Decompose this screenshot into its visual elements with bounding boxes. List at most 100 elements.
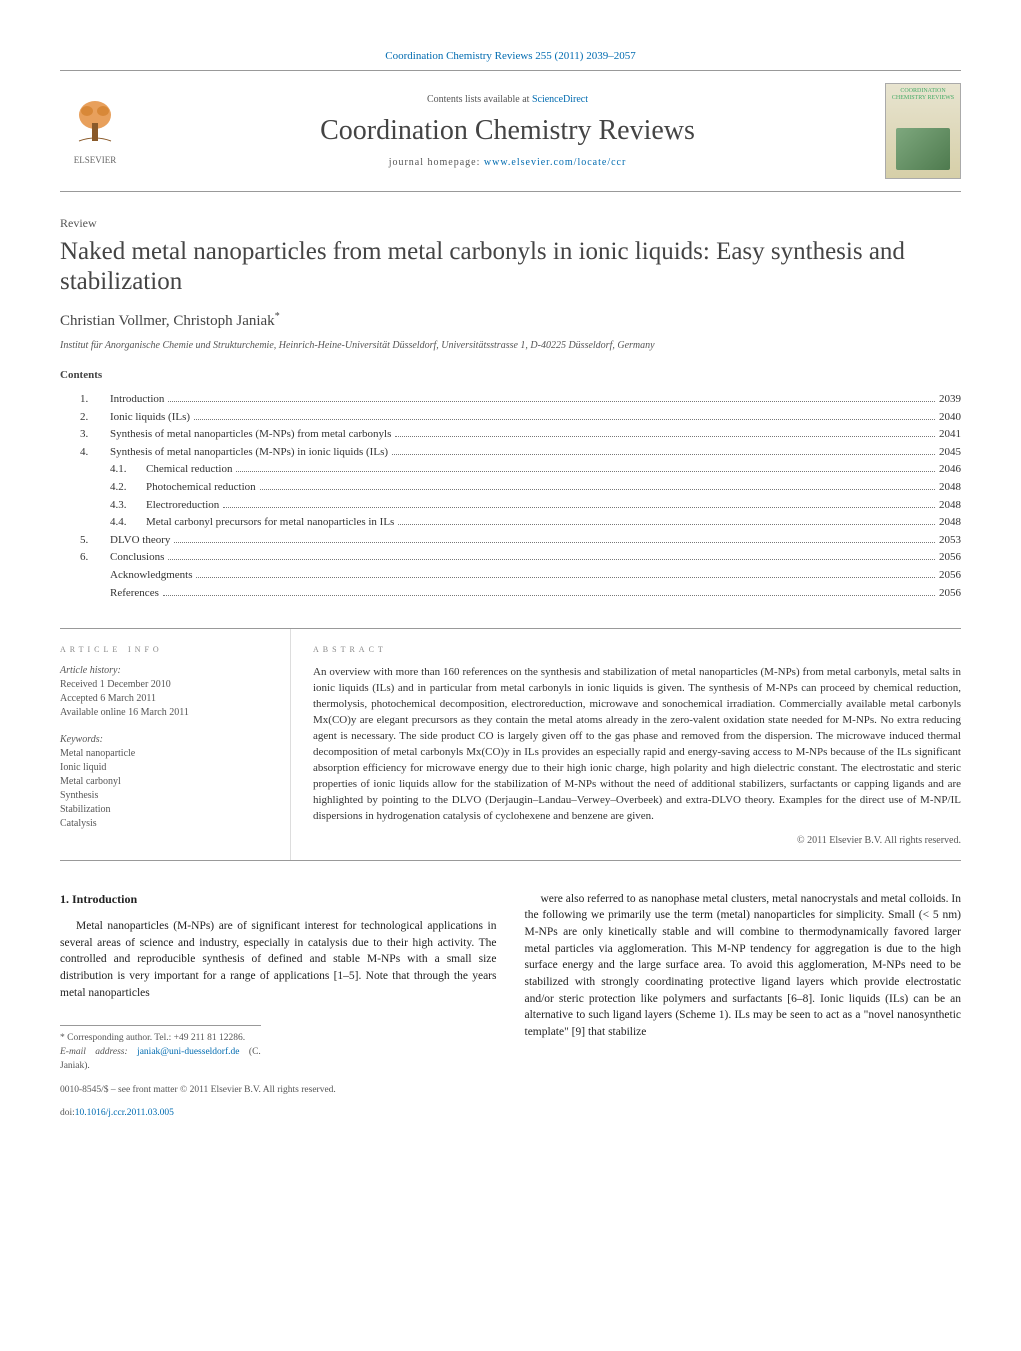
article-info-column: article info Article history: Received 1… [60, 629, 290, 859]
toc-label: Conclusions [110, 549, 164, 567]
header-citation[interactable]: Coordination Chemistry Reviews 255 (2011… [60, 50, 961, 62]
corresponding-author-footnote: * Corresponding author. Tel.: +49 211 81… [60, 1032, 261, 1046]
toc-page: 2053 [939, 532, 961, 550]
toc-label: Synthesis of metal nanoparticles (M-NPs)… [110, 444, 388, 462]
online-date: Available online 16 March 2011 [60, 706, 272, 720]
toc-dots [168, 401, 935, 402]
info-abstract-block: article info Article history: Received 1… [60, 628, 961, 860]
toc-dots [168, 559, 935, 560]
corresponding-marker: * [275, 311, 280, 322]
journal-cover-thumbnail[interactable]: COORDINATION CHEMISTRY REVIEWS [885, 83, 961, 179]
abstract-heading: abstract [313, 643, 961, 655]
journal-header-box: ELSEVIER Contents lists available at Sci… [60, 70, 961, 192]
abstract-copyright: © 2011 Elsevier B.V. All rights reserved… [313, 835, 961, 846]
elsevier-tree-icon [69, 97, 121, 149]
toc-page: 2048 [939, 514, 961, 532]
toc-label: Chemical reduction [146, 461, 232, 479]
toc-number: 4.2. [110, 479, 146, 497]
toc-row[interactable]: 4.1.Chemical reduction2046 [80, 461, 961, 479]
toc-label: Introduction [110, 391, 164, 409]
article-history-block: Article history: Received 1 December 201… [60, 665, 272, 720]
keyword-item: Synthesis [60, 789, 272, 803]
toc-row[interactable]: 2.Ionic liquids (ILs)2040 [80, 409, 961, 427]
contents-available-label: Contents lists available at [427, 94, 529, 105]
header-center: Contents lists available at ScienceDirec… [130, 94, 885, 168]
body-para-2: were also referred to as nanophase metal… [525, 891, 962, 1041]
toc-row[interactable]: 1.Introduction2039 [80, 391, 961, 409]
keyword-item: Catalysis [60, 817, 272, 831]
issn-line: 0010-8545/$ – see front matter © 2011 El… [60, 1084, 497, 1098]
toc-label: Synthesis of metal nanoparticles (M-NPs)… [110, 426, 391, 444]
authors: Christian Vollmer, Christoph Janiak* [60, 311, 961, 330]
toc-page: 2046 [939, 461, 961, 479]
toc-number: 6. [80, 549, 110, 567]
sciencedirect-link[interactable]: ScienceDirect [532, 94, 588, 105]
section-1-heading: 1. Introduction [60, 891, 497, 908]
toc-dots [236, 471, 935, 472]
toc-dots [223, 507, 935, 508]
toc-number: 4. [80, 444, 110, 462]
toc-label: Electroreduction [146, 497, 219, 515]
toc-page: 2048 [939, 479, 961, 497]
contents-available-line: Contents lists available at ScienceDirec… [130, 94, 885, 105]
toc-number: 3. [80, 426, 110, 444]
toc-row[interactable]: 4.2.Photochemical reduction 2048 [80, 479, 961, 497]
toc-dots [398, 524, 935, 525]
toc-row[interactable]: 6.Conclusions 2056 [80, 549, 961, 567]
footnotes: * Corresponding author. Tel.: +49 211 81… [60, 1025, 261, 1073]
publisher-logo[interactable]: ELSEVIER [60, 97, 130, 165]
body-col-left: 1. Introduction Metal nanoparticles (M-N… [60, 891, 497, 1122]
doi-line: doi:10.1016/j.ccr.2011.03.005 [60, 1107, 497, 1121]
journal-title: Coordination Chemistry Reviews [130, 115, 885, 147]
toc-page: 2041 [939, 426, 961, 444]
toc-label: Photochemical reduction [146, 479, 256, 497]
toc-dots [392, 454, 935, 455]
toc-page: 2045 [939, 444, 961, 462]
doi-link[interactable]: 10.1016/j.ccr.2011.03.005 [75, 1108, 174, 1118]
toc-dots [174, 542, 935, 543]
article-type: Review [60, 216, 961, 231]
keywords-block: Keywords: Metal nanoparticleIonic liquid… [60, 734, 272, 831]
cover-thumbnail-title: COORDINATION CHEMISTRY REVIEWS [886, 84, 960, 101]
doi-label: doi: [60, 1108, 75, 1118]
toc-number: 4.4. [110, 514, 146, 532]
toc-dots [194, 419, 935, 420]
toc-row[interactable]: Acknowledgments 2056 [80, 567, 961, 585]
toc-row[interactable]: 5.DLVO theory2053 [80, 532, 961, 550]
toc-row[interactable]: References2056 [80, 585, 961, 603]
author-names: Christian Vollmer, Christoph Janiak [60, 313, 275, 329]
received-date: Received 1 December 2010 [60, 678, 272, 692]
article-info-heading: article info [60, 643, 272, 655]
toc-row[interactable]: 3.Synthesis of metal nanoparticles (M-NP… [80, 426, 961, 444]
contents-heading: Contents [60, 369, 961, 381]
toc-label: Ionic liquids (ILs) [110, 409, 190, 427]
keywords-heading: Keywords: [60, 734, 272, 745]
email-footnote: E-mail address: janiak@uni-duesseldorf.d… [60, 1046, 261, 1074]
toc-row[interactable]: 4.Synthesis of metal nanoparticles (M-NP… [80, 444, 961, 462]
toc-number: 4.3. [110, 497, 146, 515]
toc-number: 1. [80, 391, 110, 409]
article-history-heading: Article history: [60, 665, 272, 676]
toc-number: 2. [80, 409, 110, 427]
toc-page: 2056 [939, 567, 961, 585]
toc-label: Acknowledgments [110, 567, 192, 585]
toc-row[interactable]: 4.3.Electroreduction2048 [80, 497, 961, 515]
body-col-right: were also referred to as nanophase metal… [525, 891, 962, 1122]
table-of-contents: 1.Introduction20392.Ionic liquids (ILs)2… [60, 391, 961, 602]
abstract-text: An overview with more than 160 reference… [313, 665, 961, 824]
toc-dots [163, 595, 935, 596]
toc-page: 2056 [939, 549, 961, 567]
affiliation: Institut für Anorganische Chemie und Str… [60, 340, 961, 351]
toc-row[interactable]: 4.4.Metal carbonyl precursors for metal … [80, 514, 961, 532]
keyword-item: Ionic liquid [60, 761, 272, 775]
toc-number: 5. [80, 532, 110, 550]
keyword-item: Metal carbonyl [60, 775, 272, 789]
abstract-column: abstract An overview with more than 160 … [290, 629, 961, 859]
homepage-line: journal homepage: www.elsevier.com/locat… [130, 157, 885, 168]
email-link[interactable]: janiak@uni-duesseldorf.de [137, 1047, 239, 1057]
body-para-1: Metal nanoparticles (M-NPs) are of signi… [60, 918, 497, 1001]
toc-dots [395, 436, 935, 437]
homepage-link[interactable]: www.elsevier.com/locate/ccr [484, 157, 626, 168]
body-columns: 1. Introduction Metal nanoparticles (M-N… [60, 891, 961, 1122]
cover-thumbnail-image [896, 128, 950, 170]
